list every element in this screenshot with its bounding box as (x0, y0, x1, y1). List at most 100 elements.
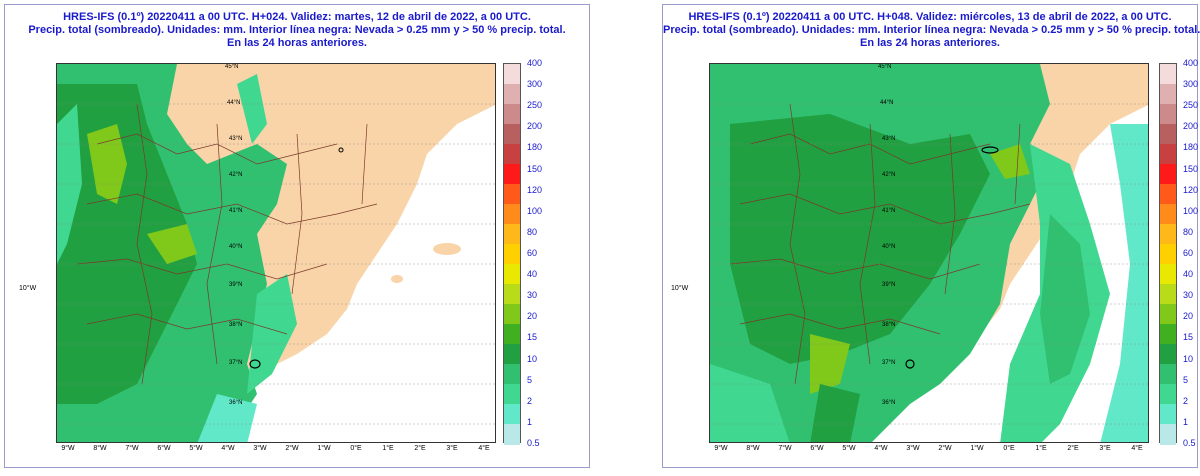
lat-label: 37°N (882, 360, 896, 366)
legend-label: 100 (1183, 205, 1199, 216)
lat-label: 38°N (882, 322, 896, 328)
legend-color-swatch (504, 264, 520, 285)
legend-color-swatch (1160, 404, 1176, 425)
legend-label: 400 (1183, 58, 1199, 68)
snow-contour (249, 359, 261, 369)
lat-label: 36°N (882, 400, 896, 406)
legend-label: 1 (1183, 416, 1189, 427)
legend-color-swatch (504, 404, 520, 425)
x-tick-label: 0°E (350, 445, 362, 452)
x-tick-label: 7°W (125, 445, 139, 452)
x-tick-label: 5°W (842, 445, 856, 452)
legend-color-swatch (1160, 204, 1176, 225)
legend-label: 250 (527, 100, 543, 111)
legend-color-swatch (504, 164, 520, 185)
legend-label: 2 (1183, 395, 1189, 406)
x-tick-label: 4°W (221, 445, 235, 452)
legend-label: 15 (1183, 332, 1194, 343)
x-tick-label: 2°W (938, 445, 952, 452)
legend-label: 180 (1183, 142, 1199, 153)
x-tick-label: 5°W (189, 445, 203, 452)
legend-label: 200 (527, 121, 543, 132)
x-tick-label: 2°E (414, 445, 426, 452)
lat-label: 43°N (229, 136, 243, 142)
panel-title: HRES-IFS (0.1º) 20220411 a 00 UTC. H+024… (5, 11, 589, 50)
title-line-2: Precip. total (sombreado). Unidades: mm.… (663, 24, 1200, 36)
legend-label: 180 (527, 142, 543, 153)
x-tick-label: 6°W (157, 445, 171, 452)
legend-label: 150 (527, 163, 543, 174)
legend-label: 5 (1183, 374, 1189, 385)
legend-color-swatch (504, 424, 520, 445)
precipitation-map: 45°N 44°N 43°N 42°N 41°N 40°N 39°N 38°N … (56, 63, 496, 443)
lat-label: 40°N (229, 244, 243, 250)
x-tick-label: 7°W (778, 445, 792, 452)
legend-color-swatch (1160, 364, 1176, 385)
legend-label: 20 (1183, 311, 1194, 322)
title-line-3: En las 24 horas anteriores. (226, 37, 367, 49)
map-panel-h024: HRES-IFS (0.1º) 20220411 a 00 UTC. H+024… (4, 4, 590, 468)
x-tick-label: 6°W (810, 445, 824, 452)
lat-label: 42°N (882, 172, 896, 178)
x-tick-label: 4°W (874, 445, 888, 452)
x-tick-label: 0°E (1003, 445, 1015, 452)
legend-color-swatch (504, 84, 520, 105)
lat-label: 40°N (882, 244, 896, 250)
legend-color-swatch (1160, 224, 1176, 245)
x-axis-ticks: 9°W 8°W 7°W 6°W 5°W 4°W 3°W 2°W 1°W 0°E 1°E 2°E 3°E 4… (56, 445, 496, 455)
legend-label: 80 (1183, 226, 1194, 237)
legend-color-swatch (504, 224, 520, 245)
x-tick-label: 4°E (1131, 445, 1143, 452)
legend-label: 40 (527, 269, 538, 280)
legend-label: 120 (1183, 184, 1199, 195)
y-axis-label: 10°W (671, 285, 689, 292)
legend-color-swatch (504, 364, 520, 385)
lat-label: 37°N (229, 360, 243, 366)
x-tick-label: 1°E (1035, 445, 1047, 452)
legend-color-swatch (1160, 284, 1176, 305)
legend-color-swatch (1160, 104, 1176, 125)
legend-color-swatch (1160, 124, 1176, 145)
lat-label: 43°N (882, 136, 896, 142)
legend-label: 0.5 (1183, 438, 1196, 448)
legend-label: 60 (527, 248, 538, 258)
y-axis-label: 10°W (19, 285, 37, 292)
x-tick-label: 8°W (746, 445, 760, 452)
legend-color-swatch (504, 124, 520, 145)
lat-label: 36°N (229, 400, 243, 406)
legend-label: 120 (527, 184, 543, 195)
legend-color-swatch (504, 244, 520, 265)
color-legend (1159, 63, 1177, 445)
balearic-islands (433, 243, 461, 255)
legend-color-swatch (1160, 184, 1176, 205)
legend-color-swatch (504, 324, 520, 345)
legend-color-swatch (504, 384, 520, 405)
map-panel-h048: HRES-IFS (0.1º) 20220411 a 00 UTC. H+048… (662, 4, 1200, 468)
legend-color-swatch (1160, 164, 1176, 185)
legend-label: 300 (1183, 79, 1199, 90)
province-borders (76, 103, 378, 385)
x-tick-label: 8°W (93, 445, 107, 452)
legend-label: 400 (527, 58, 543, 68)
map-svg (710, 64, 1148, 442)
lat-label: 44°N (880, 100, 894, 106)
legend-color-swatch (1160, 84, 1176, 105)
legend-label: 250 (1183, 100, 1199, 111)
legend-color-swatch (504, 144, 520, 165)
legend-color-swatch (1160, 244, 1176, 265)
legend-label: 1 (527, 416, 533, 427)
legend-color-swatch (504, 304, 520, 325)
x-tick-label: 2°W (285, 445, 299, 452)
x-tick-label: 3°W (253, 445, 267, 452)
legend-label: 0.5 (527, 438, 540, 448)
lat-label: 44°N (227, 100, 241, 106)
legend-color-swatch (1160, 144, 1176, 165)
color-legend (503, 63, 521, 445)
legend-color-swatch (1160, 64, 1176, 85)
legend-label: 30 (527, 290, 538, 301)
x-tick-label: 1°W (317, 445, 331, 452)
legend-color-swatch (504, 284, 520, 305)
legend-color-swatch (1160, 324, 1176, 345)
legend-color-swatch (504, 104, 520, 125)
legend-label: 40 (1183, 269, 1194, 280)
